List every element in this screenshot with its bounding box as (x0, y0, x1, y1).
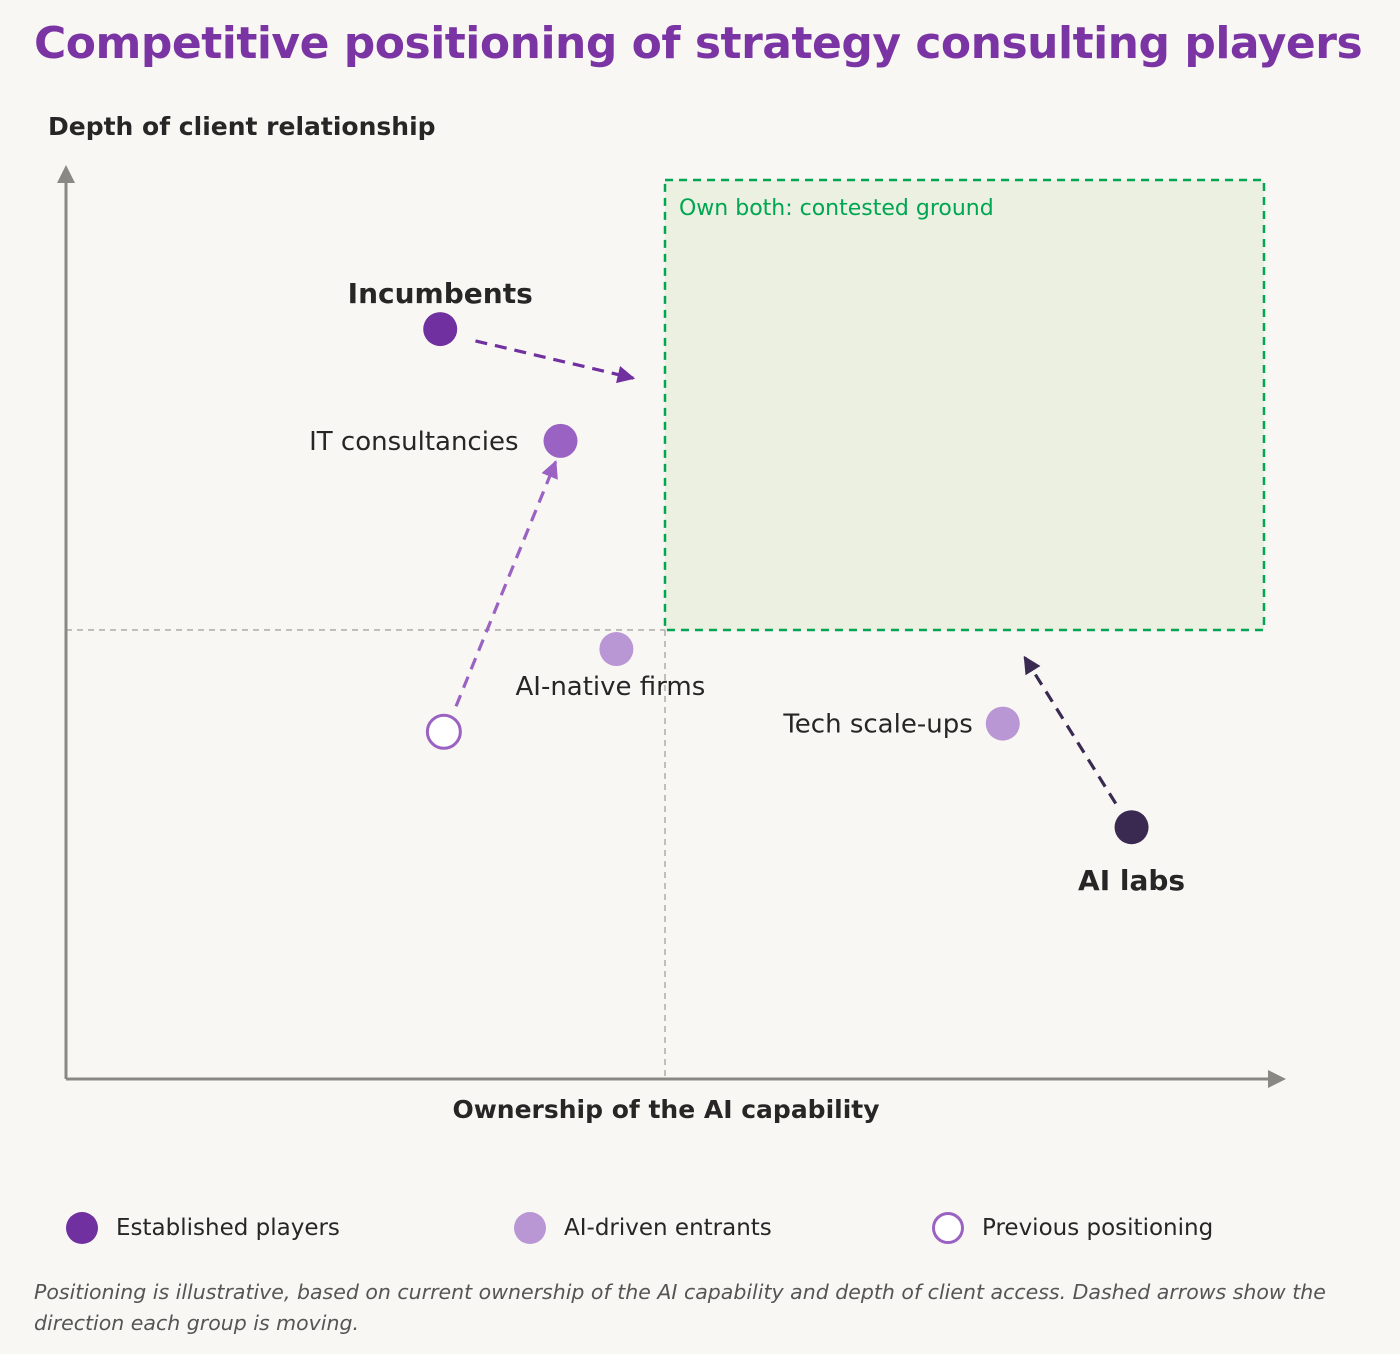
highlight-region (663, 178, 1266, 632)
footnote: Positioning is illustrative, based on cu… (34, 1280, 1326, 1335)
x-axis-label: Ownership of the AI capability (452, 1095, 879, 1124)
chart-title: Competitive positioning of strategy cons… (34, 18, 1363, 69)
y-axis-label: Depth of client relationship (48, 112, 436, 141)
legend-label: Established players (116, 1215, 340, 1241)
highlight-region-label: Own both: contested ground (679, 196, 994, 221)
point-label-incumbents: Incumbents (348, 277, 533, 310)
point-label-it-consultancies: IT consultancies (309, 427, 518, 457)
positioning-chart: Own both: contested ground Depth of clien… (48, 112, 1286, 1124)
point-label-ai-native-firms: AI-native firms (515, 672, 705, 702)
legend: Established players AI-driven entrants P… (66, 1210, 1326, 1246)
point-previous-positioning (425, 713, 462, 750)
point-it-consultancies (543, 423, 578, 458)
point-label-ai-labs: AI labs (1078, 864, 1185, 897)
point-ai-labs (1114, 810, 1149, 845)
legend-label: Previous positioning (982, 1215, 1214, 1241)
legend-marker-established-players (66, 1212, 98, 1244)
direction-arrow-3 (1023, 655, 1118, 805)
direction-arrow-1 (475, 339, 636, 384)
point-tech-scale-ups (985, 706, 1020, 741)
legend-item-established-players: Established players (66, 1210, 340, 1246)
legend-marker-ai-driven-entrants (514, 1212, 546, 1244)
legend-marker-previous-positioning (932, 1212, 964, 1244)
legend-item-ai-driven-entrants: AI-driven entrants (514, 1210, 772, 1246)
point-label-tech-scale-ups: Tech scale-ups (782, 710, 972, 740)
legend-label: AI-driven entrants (564, 1215, 772, 1241)
legend-item-previous-positioning: Previous positioning (932, 1210, 1213, 1246)
point-incumbents (423, 312, 458, 347)
direction-arrow-2 (454, 460, 558, 707)
point-ai-native-firms (599, 632, 634, 667)
